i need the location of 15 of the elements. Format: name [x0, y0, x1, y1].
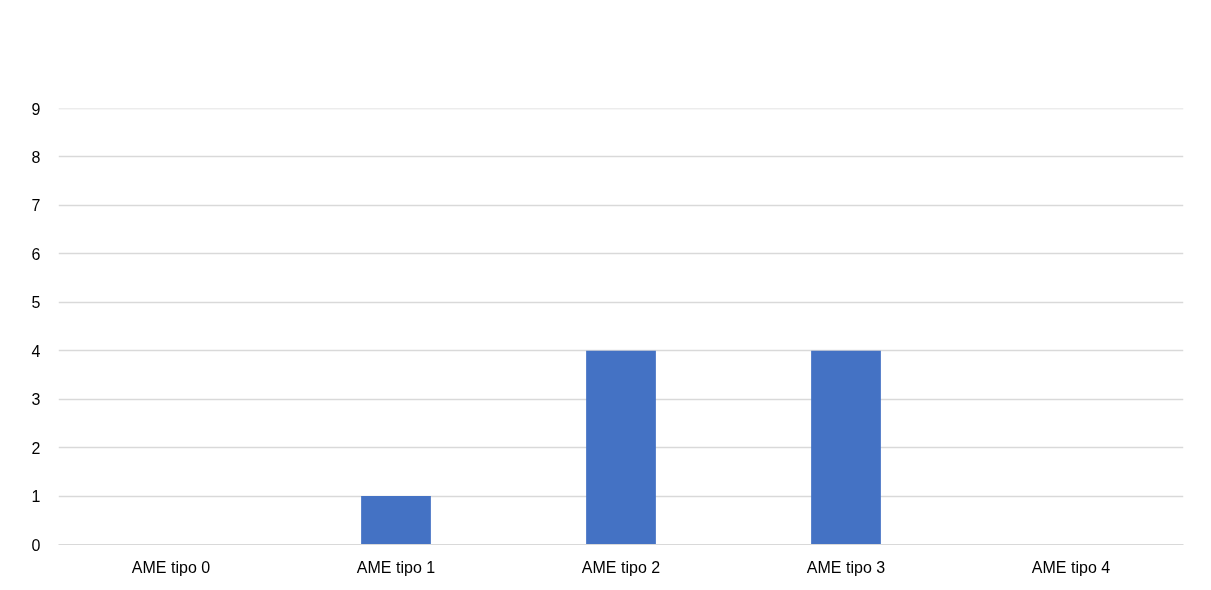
y-tick-label: 8 — [31, 148, 41, 166]
x-tick-label: AME tipo 1 — [356, 558, 436, 576]
y-tick-label: 5 — [31, 294, 41, 312]
y-tick-label: 1 — [31, 488, 41, 506]
y-tick-label: 9 — [31, 100, 41, 118]
y-tick-label: 0 — [31, 536, 41, 554]
x-tick-label: AME tipo 3 — [806, 558, 886, 576]
y-tick-label: 2 — [31, 439, 41, 457]
x-tick-label: AME tipo 4 — [1031, 558, 1111, 576]
y-tick-label: 4 — [31, 342, 41, 360]
y-tick-label: 7 — [31, 197, 41, 215]
x-tick-label: AME tipo 2 — [581, 558, 661, 576]
x-tick-label: AME tipo 0 — [131, 558, 211, 576]
y-tick-label: 3 — [31, 391, 41, 409]
y-tick-label: 6 — [31, 245, 41, 263]
